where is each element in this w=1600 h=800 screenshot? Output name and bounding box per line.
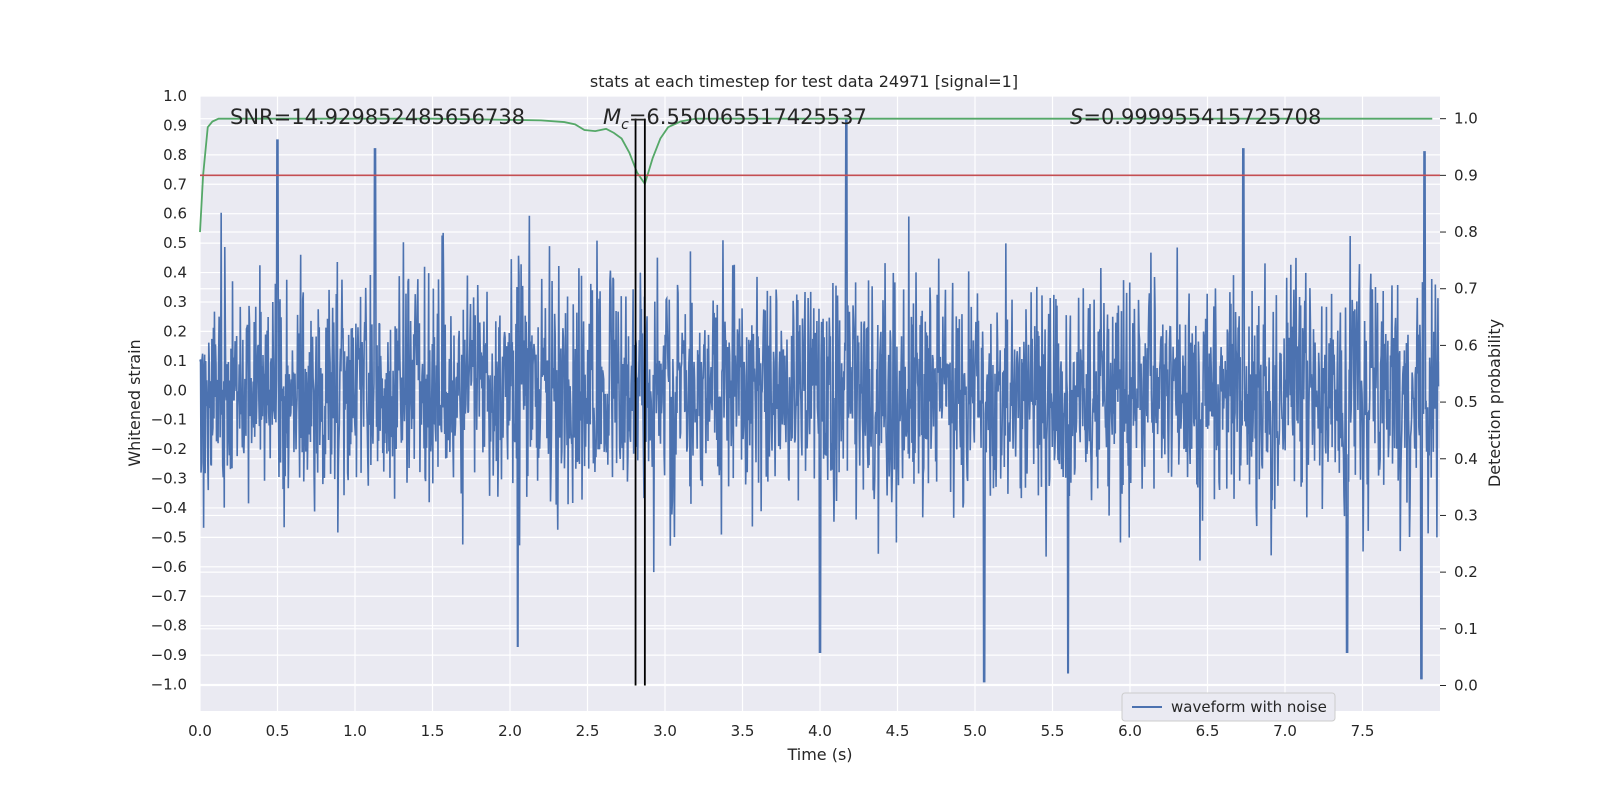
y2-tick-label: 0.8	[1454, 223, 1478, 241]
y-tick-label: −0.5	[151, 528, 187, 546]
x-tick-label: 4.0	[808, 722, 832, 740]
y2-tick-label: 1.0	[1454, 110, 1478, 128]
chart-title: stats at each timestep for test data 249…	[590, 72, 1018, 91]
x-tick-label: 5.0	[963, 722, 987, 740]
y2-tick-label: 0.7	[1454, 280, 1478, 298]
x-tick-label: 6.5	[1196, 722, 1220, 740]
y-tick-label: −0.6	[151, 558, 187, 576]
x-tick-label: 0.5	[266, 722, 290, 740]
waveform-line	[199, 118, 1440, 683]
y-tick-label: 0.4	[163, 264, 187, 282]
y-tick-label: 1.0	[163, 87, 187, 105]
y-tick-label: −0.2	[151, 440, 187, 458]
s-symbol: S	[1070, 105, 1083, 129]
y-tick-label: 0.9	[163, 116, 187, 134]
vertical-markers	[634, 118, 646, 686]
probability-series	[199, 117, 1433, 233]
x-tick-label: 2.0	[498, 722, 522, 740]
y-tick-label: −0.4	[151, 499, 187, 517]
y-tick-label: 0.6	[163, 205, 187, 223]
y2-tick-labels: 1.0 0.9 0.8 0.7 0.6 0.5 0.4 0.3 0.2 0.1 0.0	[1440, 110, 1478, 694]
y-tick-label: 0.2	[163, 322, 187, 340]
y2-tick-label: 0.9	[1454, 166, 1478, 184]
y2-tick-label: 0.2	[1454, 563, 1478, 581]
y2-tick-label: 0.3	[1454, 506, 1478, 524]
y-tick-label: 0.0	[163, 381, 187, 399]
mc-value: =6.550065517425537	[629, 105, 867, 129]
y-tick-label: 0.7	[163, 175, 187, 193]
x-tick-labels: 0.0 0.5 1.0 1.5 2.0 2.5 3.0 3.5 4.0 4.5 5.0 5.5 6.0 6…	[188, 722, 1374, 740]
y-tick-label: −0.1	[151, 411, 187, 429]
mc-annotation: Mc=6.550065517425537	[603, 105, 867, 133]
y2-axis-label: Detection probability	[1485, 319, 1504, 487]
waveform-series	[199, 118, 1440, 683]
y2-tick-label: 0.0	[1454, 676, 1478, 694]
y2-tick-label: 0.6	[1454, 336, 1478, 354]
y-tick-label: −0.3	[151, 470, 187, 488]
y2-tick-label: 0.5	[1454, 393, 1478, 411]
x-tick-label: 2.5	[576, 722, 600, 740]
x-tick-label: 0.0	[188, 722, 212, 740]
y-tick-label: 0.8	[163, 146, 187, 164]
y-tick-label: −0.9	[151, 646, 187, 664]
legend: waveform with noise	[1121, 692, 1336, 722]
y-axis-label: Whitened strain	[125, 339, 144, 466]
snr-annotation: SNR=14.929852485656738	[230, 105, 525, 129]
x-tick-label: 7.5	[1351, 722, 1375, 740]
legend-label: waveform with noise	[1171, 698, 1327, 716]
s-annotation: S=0.999955415725708	[1070, 105, 1321, 129]
x-tick-label: 3.5	[731, 722, 755, 740]
y-tick-label: 0.3	[163, 293, 187, 311]
s-value: =0.999955415725708	[1083, 105, 1321, 129]
y-tick-label: 0.5	[163, 234, 187, 252]
y-tick-label: −1.0	[151, 676, 187, 694]
x-tick-label: 5.5	[1041, 722, 1065, 740]
legend-box	[1121, 692, 1336, 722]
x-tick-label: 7.0	[1273, 722, 1297, 740]
mc-symbol: M	[603, 105, 621, 129]
x-tick-label: 4.5	[886, 722, 910, 740]
x-tick-label: 3.0	[653, 722, 677, 740]
x-tick-label: 6.0	[1118, 722, 1142, 740]
x-tick-label: 1.5	[421, 722, 445, 740]
y-tick-label: −0.8	[151, 617, 187, 635]
mc-subscript: c	[621, 117, 629, 133]
y-tick-label: −0.7	[151, 587, 187, 605]
y-tick-label: 0.1	[163, 352, 187, 370]
y2-tick-label: 0.4	[1454, 450, 1478, 468]
y-tick-labels: 1.0 0.9 0.8 0.7 0.6 0.5 0.4 0.3 0.2 0.1 0.0 −0.1 −0.…	[151, 87, 187, 694]
x-axis-label: Time (s)	[786, 745, 852, 764]
x-tick-label: 1.0	[343, 722, 367, 740]
y2-tick-label: 0.1	[1454, 620, 1478, 638]
probability-line	[199, 117, 1433, 233]
